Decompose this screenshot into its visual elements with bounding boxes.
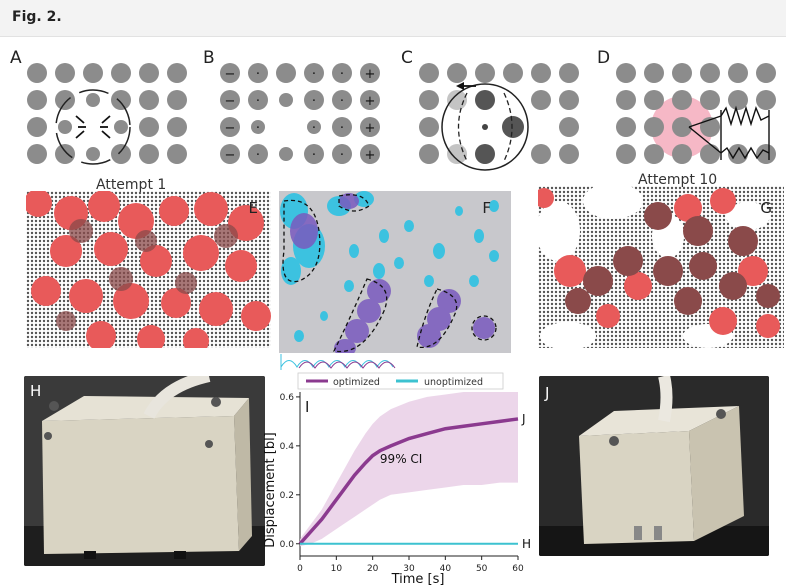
panel-e-simulation: E xyxy=(26,191,271,348)
panel-c-diagram xyxy=(419,63,579,171)
sign-minus: − xyxy=(225,94,236,109)
legend-optimized: optimized xyxy=(333,377,380,388)
series-end-label-unoptimized: H xyxy=(522,537,531,551)
ci-annotation: 99% CI xyxy=(380,452,422,466)
sign-dot: · xyxy=(312,148,316,163)
sign-minus: − xyxy=(225,148,236,163)
panel-h-photo: H xyxy=(24,376,265,566)
sign-dot: · xyxy=(256,67,260,82)
ci-band xyxy=(300,392,518,547)
sign-dot: · xyxy=(312,121,316,136)
x-tick-label: 20 xyxy=(367,564,379,574)
panel-f-simulation: F xyxy=(279,191,511,353)
figure-label: Fig. 2. xyxy=(12,9,62,25)
panel-d-diagram xyxy=(616,63,776,164)
trajectory-strip xyxy=(280,354,396,370)
sign-plus: + xyxy=(365,148,376,163)
sign-dot: · xyxy=(312,67,316,82)
chart-legend: optimized unoptimized xyxy=(297,372,504,390)
sign-plus: + xyxy=(365,67,376,82)
sign-dot: · xyxy=(340,148,344,163)
y-tick-label: 0.6 xyxy=(280,393,295,403)
sign-dot: · xyxy=(340,67,344,82)
series-end-label-optimized: J xyxy=(521,412,526,426)
panel-label-b: B xyxy=(203,48,215,68)
y-tick-label: 0.0 xyxy=(280,540,295,550)
series-line-optimized xyxy=(298,417,519,545)
x-tick-label: 60 xyxy=(512,564,524,574)
panel-b-diagram: − − − − · · · · · · · · · · · · + + + + xyxy=(220,63,380,164)
y-axis-label: Displacement [bl] xyxy=(263,432,278,548)
sign-dot: · xyxy=(256,148,260,163)
panel-a-diagram xyxy=(27,63,187,165)
robot-photo-j: J xyxy=(539,376,769,556)
sign-plus: + xyxy=(365,121,376,136)
sign-plus: + xyxy=(365,94,376,109)
caption-attempt-1: Attempt 1 xyxy=(96,177,167,193)
robot-photo-h: H xyxy=(24,376,265,566)
panel-label-h: H xyxy=(30,382,41,400)
panel-label-a: A xyxy=(10,48,22,68)
y-tick-label: 0.4 xyxy=(280,442,295,452)
caption-attempt-10: Attempt 10 xyxy=(638,172,718,188)
x-tick-label: 50 xyxy=(476,564,488,574)
figure-header: Fig. 2. xyxy=(0,0,786,37)
legend-unoptimized: unoptimized xyxy=(424,377,483,388)
panel-label-j: J xyxy=(544,384,549,402)
sign-dot: · xyxy=(256,121,260,136)
x-tick-label: 10 xyxy=(331,564,343,574)
panel-j-photo: J xyxy=(539,376,769,556)
x-tick-label: 0 xyxy=(297,564,303,574)
x-tick-label: 30 xyxy=(403,564,415,574)
x-tick-label: 40 xyxy=(440,564,452,574)
sign-dot: · xyxy=(256,94,260,109)
sign-minus: − xyxy=(225,67,236,82)
panel-label-f: F xyxy=(482,199,491,217)
x-axis-label: Time [s] xyxy=(391,572,445,586)
sign-dot: · xyxy=(340,121,344,136)
y-tick-label: 0.2 xyxy=(280,491,294,501)
panel-i-chart: optimized unoptimized 0 10 20 30 40 50 60 0.0 0.… xyxy=(263,372,531,586)
panel-label-g: G xyxy=(760,199,772,217)
sign-dot: · xyxy=(340,94,344,109)
sign-minus: − xyxy=(225,121,236,136)
panel-label-d: D xyxy=(597,48,611,68)
panel-g-simulation: G xyxy=(538,186,784,348)
panel-label-e: E xyxy=(249,199,258,217)
sign-dot: · xyxy=(312,94,316,109)
panel-label-i: I xyxy=(305,398,309,416)
panel-label-c: C xyxy=(401,48,413,68)
